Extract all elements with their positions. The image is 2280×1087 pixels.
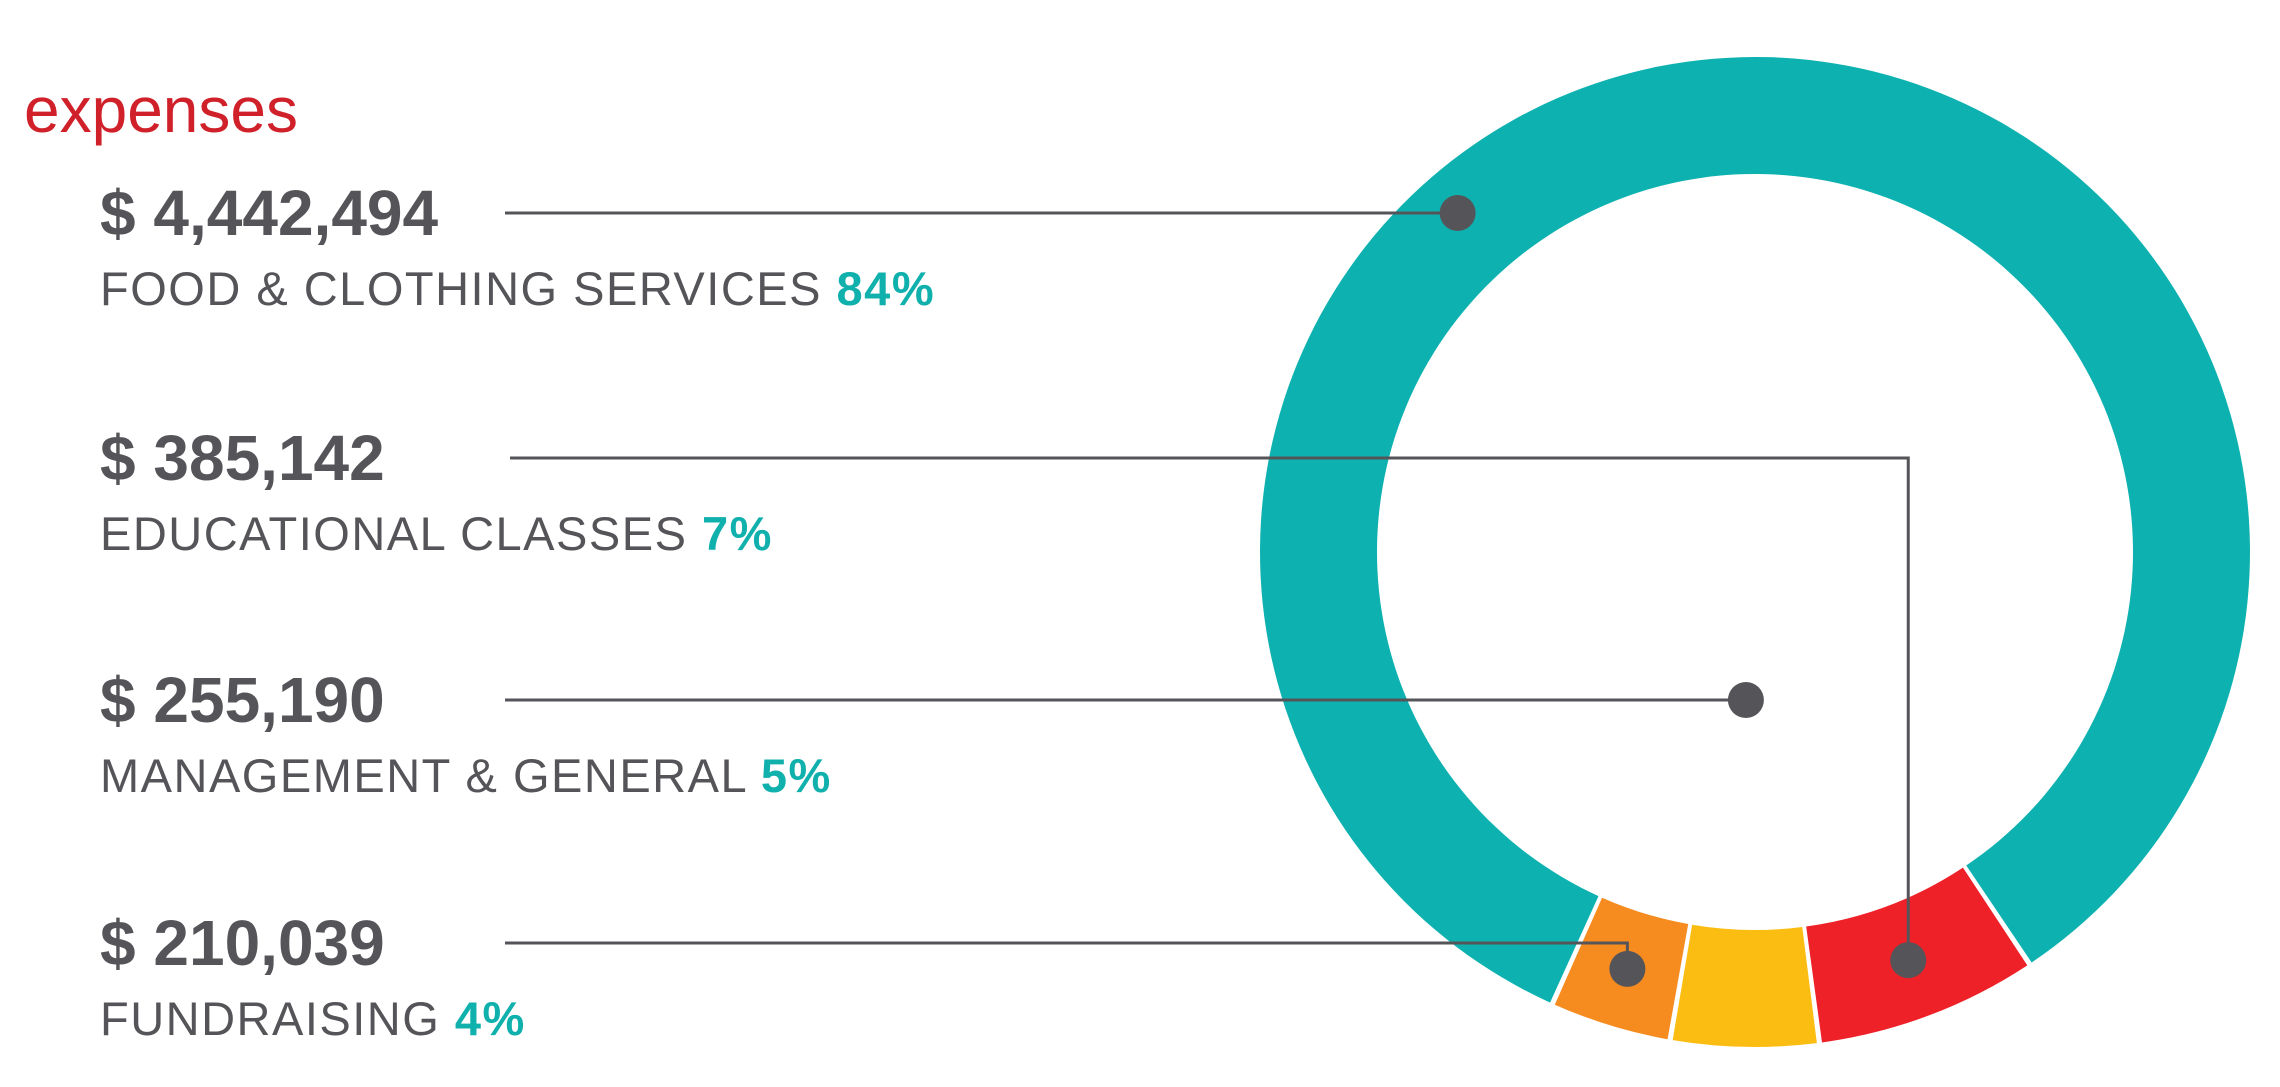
slice-percent-3: 5% [761, 749, 832, 802]
donut-slices [1260, 57, 2250, 1047]
slice-amount-1: $ 4,442,494 [100, 177, 439, 249]
slice-amount-2: $ 385,142 [100, 422, 385, 494]
slice-percent-2: 7% [702, 507, 773, 560]
slice-percent-1: 84% [837, 262, 936, 315]
leader-dot-3 [1727, 682, 1764, 718]
slice-amount-4: $ 210,039 [100, 907, 385, 979]
slice-category-1: FOOD & CLOTHING SERVICES [100, 262, 837, 315]
leader-lines [505, 195, 1927, 987]
leader-dot-2 [1890, 942, 1927, 979]
slice-amount-3: $ 255,190 [100, 664, 385, 736]
leader-line-2 [510, 456, 1910, 961]
slice-label-4: FUNDRAISING 4% [100, 992, 526, 1045]
leader-dot-1 [1439, 195, 1476, 231]
slice-label-1: FOOD & CLOTHING SERVICES 84% [100, 262, 935, 315]
slice-label-2: EDUCATIONAL CLASSES 7% [100, 507, 773, 560]
slice-percent-4: 4% [455, 992, 526, 1045]
donut-slice-1 [1260, 57, 2250, 1003]
slice-category-2: EDUCATIONAL CLASSES [100, 507, 702, 560]
donut-slice-3 [1672, 924, 1817, 1047]
leader-dot-4 [1609, 950, 1646, 987]
chart-title: expenses [24, 74, 298, 146]
legend-labels: $ 4,442,494 FOOD & CLOTHING SERVICES 84% $… [100, 177, 935, 1045]
slice-category-3: MANAGEMENT & GENERAL [100, 749, 761, 802]
slice-label-3: MANAGEMENT & GENERAL 5% [100, 749, 832, 802]
slice-category-4: FUNDRAISING [100, 992, 455, 1045]
